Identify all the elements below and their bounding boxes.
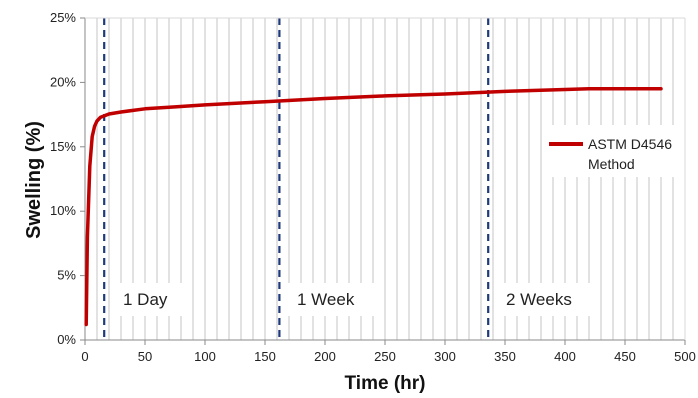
time-markers: 1 Day 1 Week 2 Weeks: [103, 18, 600, 340]
x-tick-label: 250: [374, 349, 396, 364]
x-tick-label: 100: [194, 349, 216, 364]
legend: ASTM D4546 Method: [545, 125, 679, 177]
y-tick-label: 15%: [50, 139, 76, 154]
legend-label: Method: [588, 156, 635, 172]
annotation-label: 1 Day: [123, 290, 168, 309]
x-tick-label: 200: [314, 349, 336, 364]
annotation-box: [111, 283, 186, 316]
legend-label: ASTM D4546: [588, 136, 672, 152]
x-tick-label: 450: [614, 349, 636, 364]
y-tick-label: 25%: [50, 10, 76, 25]
x-axis-title: Time (hr): [345, 373, 426, 394]
tick-labels: 0% 5% 10% 15% 20% 25% 0 50 100 150 200 250 300 350 400…: [50, 10, 696, 364]
x-tick-label: 300: [434, 349, 456, 364]
x-tick-label: 350: [494, 349, 516, 364]
y-tick-label: 20%: [50, 74, 76, 89]
series-layer: [84, 87, 663, 327]
annotation-box: [285, 283, 377, 316]
y-tick-label: 10%: [50, 203, 76, 218]
x-tick-label: 50: [138, 349, 152, 364]
legend-box: [545, 125, 679, 177]
y-tick-label: 0%: [57, 332, 76, 347]
x-tick-label: 400: [554, 349, 576, 364]
annotation-box: [494, 283, 600, 316]
x-tick-label: 0: [81, 349, 88, 364]
annotation-label: 1 Week: [297, 290, 355, 309]
x-tick-label: 150: [254, 349, 276, 364]
x-tick-label: 500: [674, 349, 696, 364]
annotation-label: 2 Weeks: [506, 290, 572, 309]
y-tick-label: 5%: [57, 268, 76, 283]
series-line: [84, 87, 663, 327]
y-axis-title: Swelling (%): [23, 121, 45, 239]
